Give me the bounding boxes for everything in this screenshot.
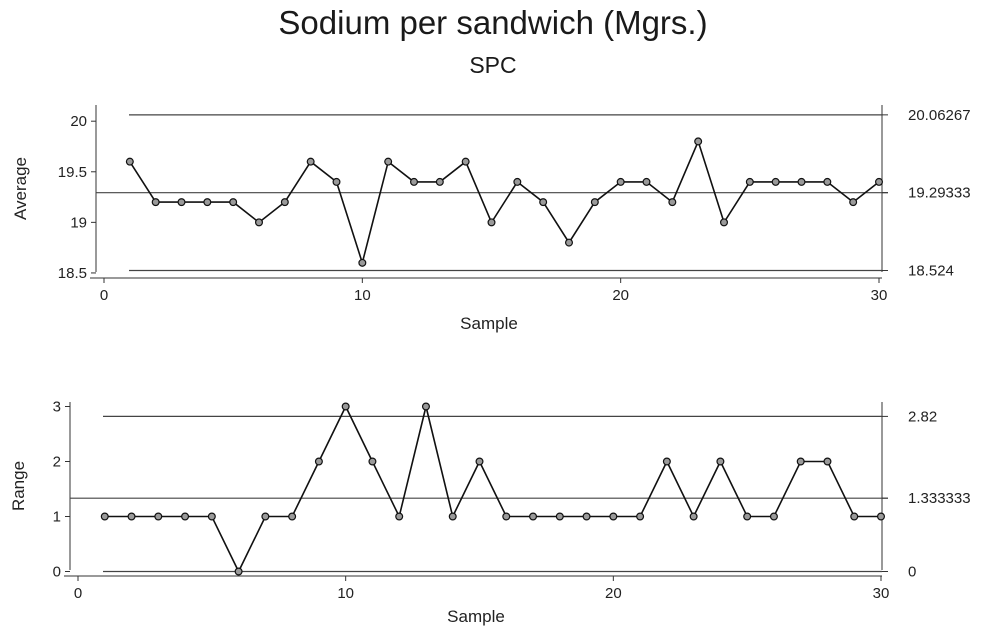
data-point: [668, 198, 677, 207]
series-line: [129, 139, 880, 266]
y-tick-label: 19.5: [58, 164, 87, 181]
data-point: [876, 512, 885, 521]
control-label-center: 1.333333: [908, 490, 971, 507]
data-point: [261, 512, 270, 521]
data-point: [823, 177, 832, 186]
data-point: [410, 177, 419, 186]
control-label-lcl: 18.524: [908, 263, 954, 280]
data-point: [849, 198, 858, 207]
control-label-ucl: 2.82: [908, 408, 937, 425]
data-point: [332, 177, 341, 186]
chart-subtitle: SPC: [469, 52, 517, 78]
data-point: [513, 177, 522, 186]
series-line: [104, 404, 881, 574]
data-point: [590, 198, 599, 207]
data-point: [874, 177, 883, 186]
x-tick-label: 20: [605, 585, 622, 602]
y-tick-label: 3: [53, 399, 61, 416]
data-point: [475, 457, 484, 466]
x-tick-label: 30: [871, 287, 888, 304]
data-point: [823, 457, 832, 466]
control-label-center: 19.29333: [908, 185, 971, 202]
data-point: [771, 177, 780, 186]
x-tick-label: 30: [873, 585, 890, 602]
data-point: [229, 198, 238, 207]
data-point: [280, 198, 289, 207]
data-point: [203, 198, 212, 207]
data-point: [127, 512, 136, 521]
data-point: [358, 258, 367, 267]
data-point: [395, 512, 404, 521]
data-point: [689, 512, 698, 521]
control-label-ucl: 20.06267: [908, 107, 971, 124]
data-point: [719, 218, 728, 227]
y-tick-label: 1: [53, 509, 61, 526]
x-tick-label: 0: [74, 585, 82, 602]
data-point: [487, 218, 496, 227]
data-point: [177, 198, 186, 207]
x-axis-title: Sample: [447, 607, 505, 626]
data-point: [384, 157, 393, 166]
data-point: [181, 512, 190, 521]
x-tick-label: 10: [354, 287, 371, 304]
data-point: [716, 457, 725, 466]
data-point: [662, 457, 671, 466]
data-point: [850, 512, 859, 521]
y-tick-label: 20: [70, 113, 87, 130]
data-point: [539, 198, 548, 207]
x-tick-label: 20: [612, 287, 629, 304]
data-point: [255, 218, 264, 227]
y-tick-label: 19: [70, 214, 87, 231]
data-point: [745, 177, 754, 186]
x-axis-title: Sample: [460, 314, 518, 333]
data-point: [448, 512, 457, 521]
data-point: [796, 457, 805, 466]
data-point: [797, 177, 806, 186]
data-point: [306, 157, 315, 166]
data-point: [234, 567, 243, 576]
x-tick-label: 10: [337, 585, 354, 602]
data-point: [125, 157, 134, 166]
data-point: [642, 177, 651, 186]
data-point: [555, 512, 564, 521]
y-axis-title: Average: [11, 157, 30, 220]
data-point: [421, 402, 430, 411]
data-point: [100, 512, 109, 521]
x-tick-label: 0: [100, 287, 108, 304]
data-point: [694, 137, 703, 146]
data-point: [314, 457, 323, 466]
y-tick-label: 2: [53, 454, 61, 471]
y-axis-title: Range: [9, 461, 28, 511]
data-point: [341, 402, 350, 411]
chart-title: Sodium per sandwich (Mgrs.): [278, 4, 708, 41]
data-point: [151, 198, 160, 207]
data-point: [288, 512, 297, 521]
data-point: [616, 177, 625, 186]
data-point: [564, 238, 573, 247]
data-point: [769, 512, 778, 521]
data-point: [502, 512, 511, 521]
data-point: [636, 512, 645, 521]
average-panel: 18.5 19 19.5 20 0 10 20 30 Sample Average 20.06267…: [11, 105, 971, 333]
data-point: [207, 512, 216, 521]
data-point: [529, 512, 538, 521]
data-point: [435, 177, 444, 186]
control-label-lcl: 0: [908, 564, 916, 581]
data-point: [582, 512, 591, 521]
data-point: [609, 512, 618, 521]
data-point: [743, 512, 752, 521]
data-point: [368, 457, 377, 466]
y-tick-label: 18.5: [58, 265, 87, 282]
y-tick-label: 0: [53, 564, 61, 581]
data-point: [154, 512, 163, 521]
data-point: [461, 157, 470, 166]
